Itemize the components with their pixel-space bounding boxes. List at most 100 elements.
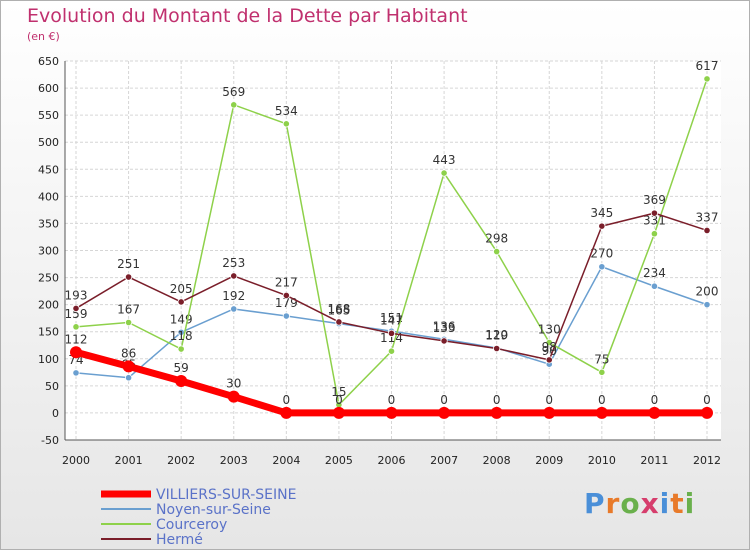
x-tick-label: 2001 [115, 454, 143, 467]
data-label: 90 [542, 344, 557, 358]
data-label: 0 [651, 393, 659, 407]
x-tick-label: 2005 [325, 454, 353, 467]
data-label: 133 [433, 321, 456, 335]
data-label: 337 [696, 210, 719, 224]
data-point [598, 368, 606, 376]
data-label: 0 [493, 393, 501, 407]
data-point [72, 369, 80, 377]
logo-letter: t [670, 487, 685, 520]
data-point [122, 360, 135, 373]
logo-letter: i [684, 487, 696, 520]
legend-entry: Hermé [156, 532, 203, 548]
y-tick-label: 250 [38, 272, 59, 285]
data-label: 270 [590, 247, 613, 261]
data-label: 369 [643, 193, 666, 207]
data-label: 112 [65, 332, 88, 346]
y-tick-label: 450 [38, 163, 59, 176]
data-label: 120 [485, 328, 508, 342]
logo-letter: r [605, 487, 621, 520]
x-tick-label: 2004 [272, 454, 300, 467]
x-tick-label: 2002 [167, 454, 195, 467]
y-tick-label: 650 [38, 55, 59, 68]
data-label: 205 [170, 282, 193, 296]
y-tick-label: 350 [38, 217, 59, 230]
data-label: 0 [703, 393, 711, 407]
proxiti-logo: Proxiti [584, 487, 695, 520]
data-label: 193 [65, 288, 88, 302]
x-tick-label: 2003 [220, 454, 248, 467]
data-label: 569 [222, 85, 245, 99]
data-point [72, 304, 80, 313]
y-tick-label: 500 [38, 136, 59, 149]
data-point [703, 75, 711, 83]
data-point [385, 406, 398, 419]
data-point [493, 344, 501, 353]
data-point [703, 301, 711, 309]
data-point [230, 305, 238, 313]
data-point [332, 406, 345, 419]
data-label: 251 [117, 257, 140, 271]
data-point [440, 169, 448, 177]
x-tick-label: 2006 [378, 454, 406, 467]
data-label: 30 [226, 377, 241, 391]
chart-title: Evolution du Montant de la Dette par Hab… [27, 5, 468, 27]
data-label: 98 [542, 340, 557, 354]
data-point [543, 406, 556, 419]
data-point [177, 345, 185, 353]
data-label: 234 [643, 266, 666, 280]
data-point [387, 347, 396, 355]
data-point [598, 263, 606, 271]
data-label: 0 [440, 393, 448, 407]
y-tick-label: 100 [38, 353, 59, 366]
legend-entry: VILLIERS-SUR-SEINE [156, 487, 296, 503]
data-label: 192 [222, 289, 245, 303]
data-point [650, 209, 659, 217]
logo-letter: i [659, 487, 671, 520]
data-label: 200 [696, 285, 719, 299]
y-tick-label: 0 [52, 407, 59, 420]
data-point [282, 120, 290, 128]
data-point [701, 406, 713, 419]
data-point [490, 406, 503, 419]
data-label: 217 [275, 275, 298, 289]
y-tick-label: -50 [41, 434, 59, 447]
data-point [70, 346, 82, 359]
x-tick-label: 2009 [535, 454, 563, 467]
y-tick-label: 600 [38, 82, 59, 95]
data-label: 298 [485, 232, 508, 246]
y-tick-label: 550 [38, 109, 59, 122]
data-label: 345 [590, 206, 613, 220]
data-point [440, 337, 448, 345]
data-label: 167 [117, 303, 140, 317]
data-label: 0 [598, 393, 606, 407]
data-point [227, 390, 240, 403]
data-point [438, 406, 451, 419]
data-point [175, 374, 188, 387]
x-tick-label: 2012 [693, 454, 721, 467]
x-tick-label: 2010 [588, 454, 616, 467]
data-label: 534 [275, 104, 298, 118]
data-point [335, 318, 343, 326]
data-label: 0 [283, 393, 291, 407]
data-point [650, 230, 659, 238]
data-label: 119 [485, 328, 508, 342]
data-point [280, 406, 293, 419]
data-label: 151 [380, 311, 403, 325]
data-label: 0 [335, 393, 343, 407]
data-point [177, 298, 185, 306]
logo-letter: P [584, 487, 606, 520]
data-label: 147 [380, 313, 403, 327]
data-point [595, 406, 608, 419]
data-point [545, 338, 553, 347]
logo-letter: o [620, 487, 641, 520]
data-label: 75 [594, 352, 609, 366]
data-point [648, 406, 661, 419]
data-point [703, 226, 711, 235]
data-label: 118 [170, 329, 193, 343]
data-label: 165 [327, 304, 350, 318]
data-point [230, 272, 238, 280]
data-label: 443 [433, 153, 456, 167]
data-label: 15 [331, 385, 346, 399]
